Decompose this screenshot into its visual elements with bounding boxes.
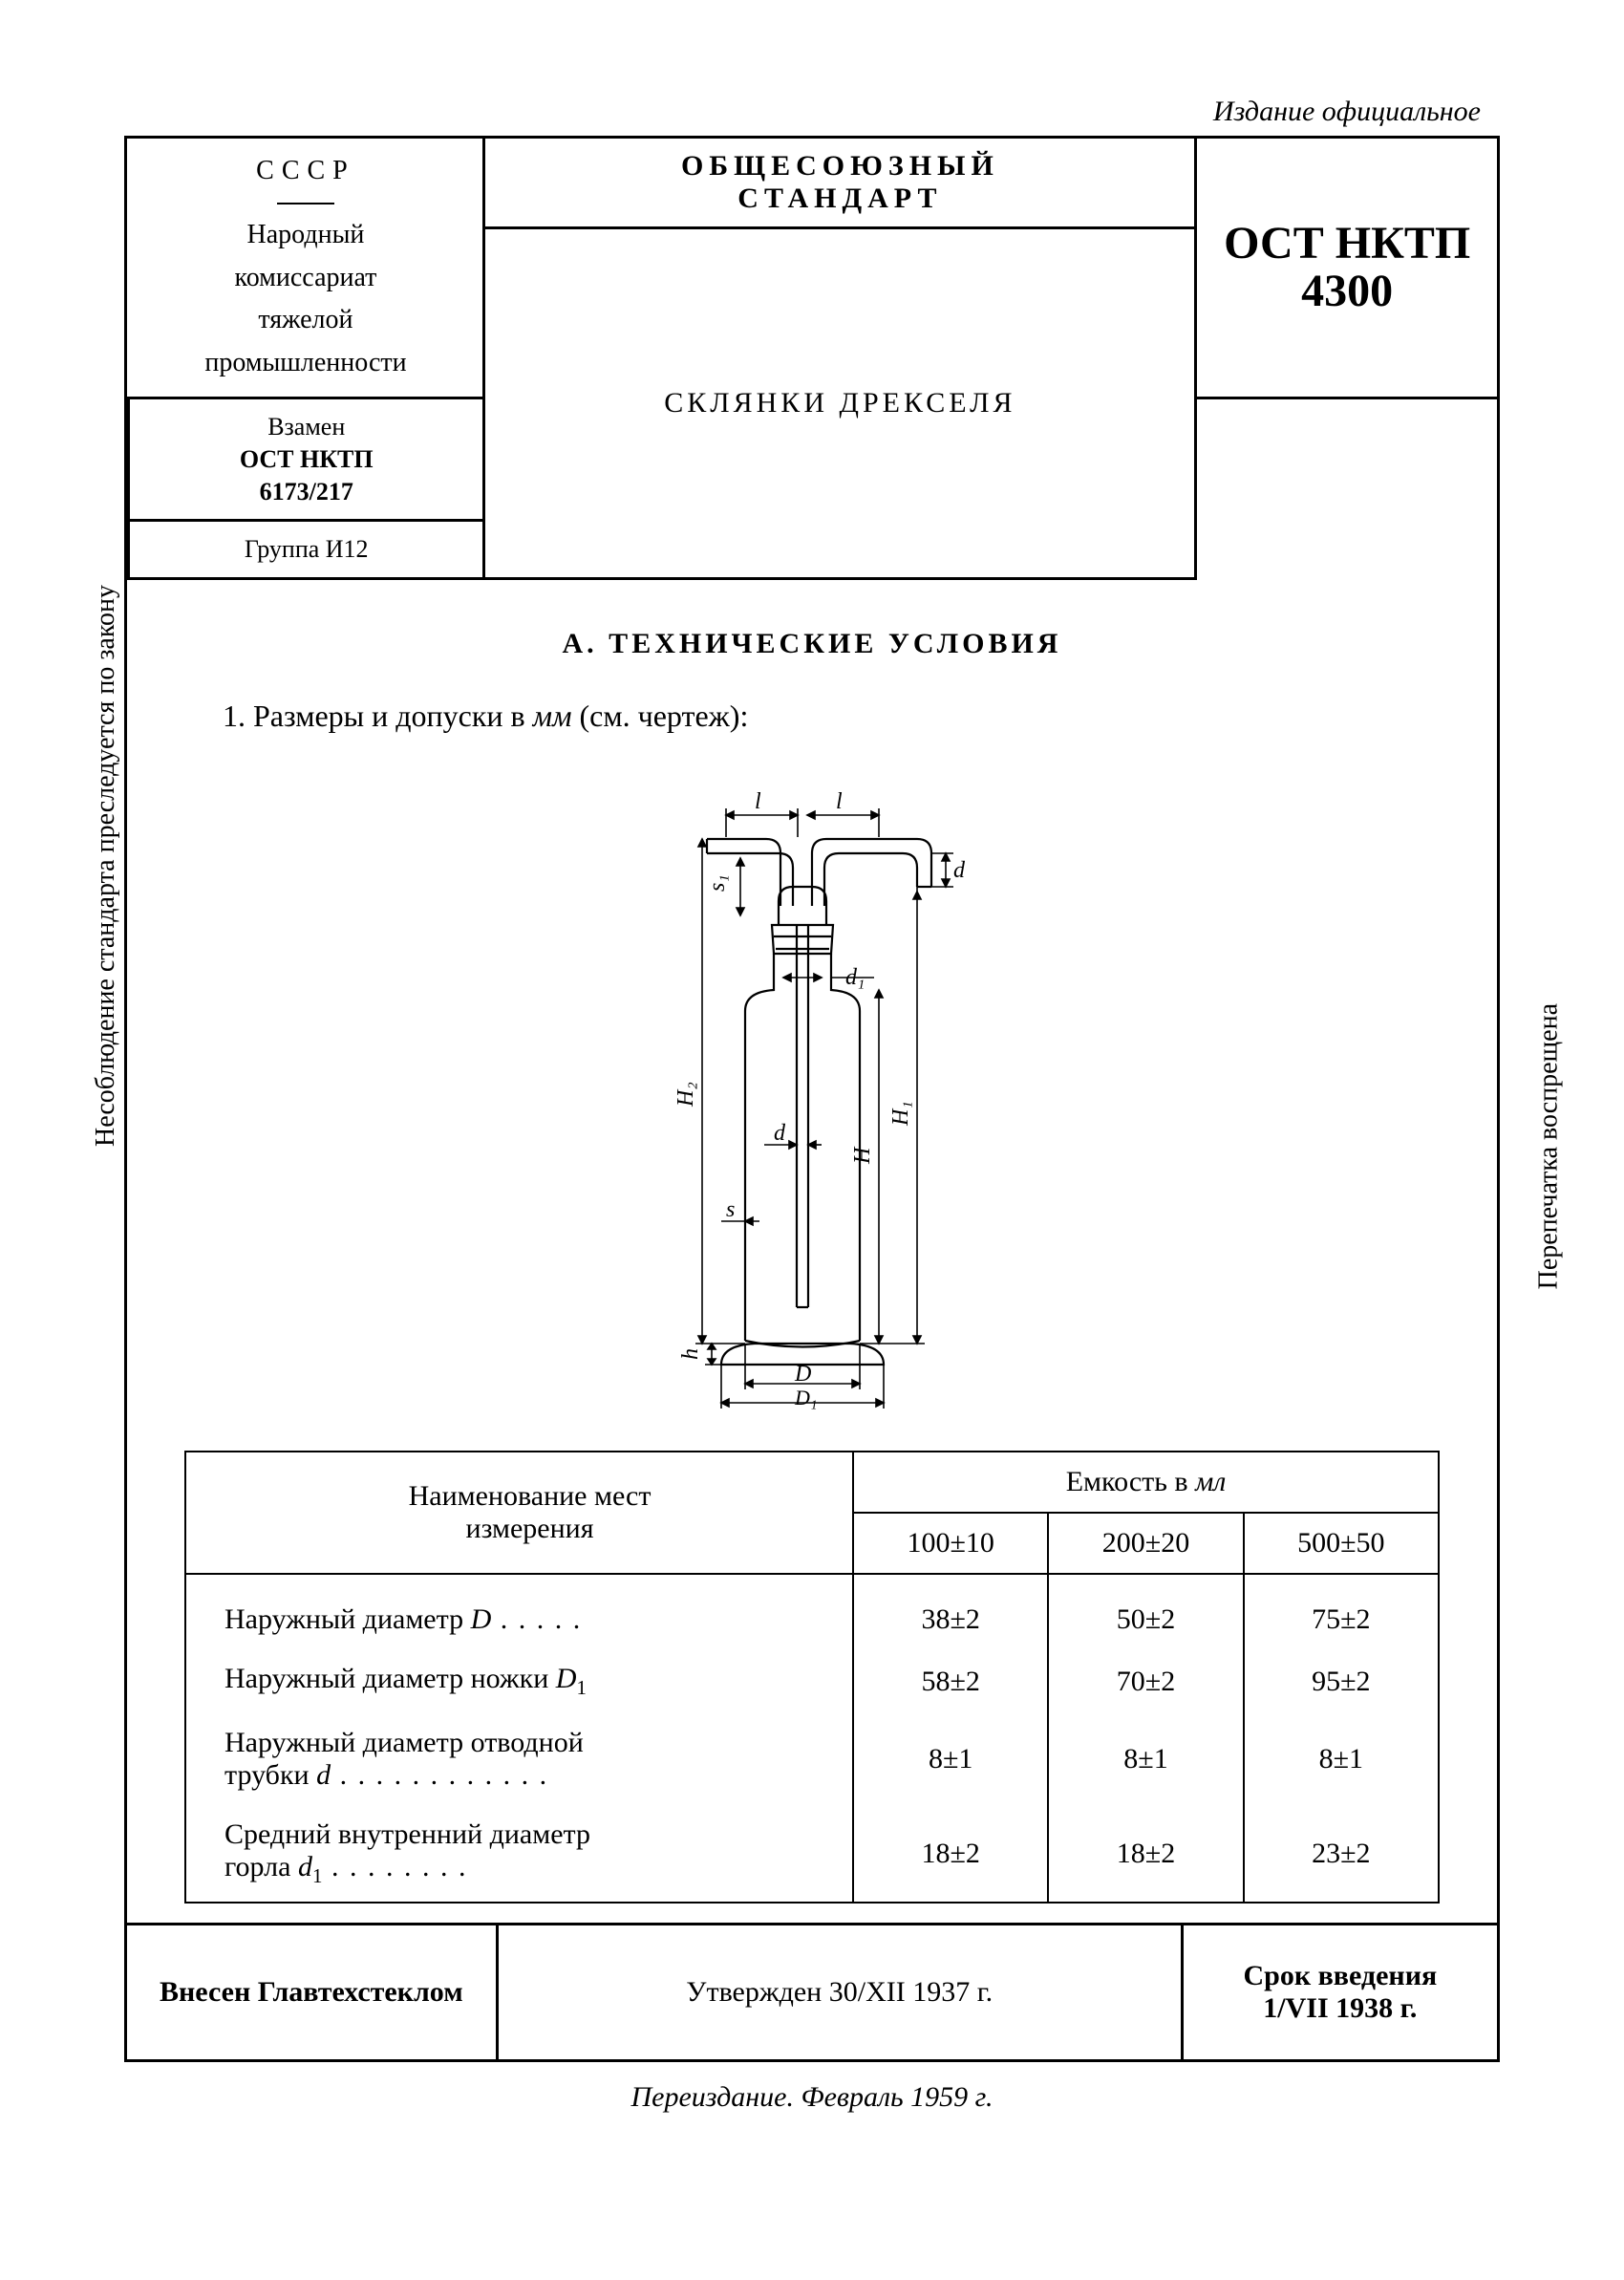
standard-code-l1: ОСТ НКТП <box>1207 220 1487 268</box>
svg-text:d: d <box>953 858 966 883</box>
capacity-header-unit: мл <box>1195 1466 1226 1497</box>
svg-text:D: D <box>794 1362 811 1387</box>
svg-text:H₁: H₁ <box>888 1101 913 1127</box>
divider-icon <box>277 203 334 204</box>
standard-label-l2: СТАНДАРТ <box>495 183 1185 215</box>
svg-text:l: l <box>755 789 761 814</box>
approved-date: Утвержден 30/XII 1937 г. <box>497 1925 1182 2060</box>
svg-text:H₂: H₂ <box>673 1082 698 1108</box>
table-row-label: Наружный диаметр ножки D1 <box>185 1649 853 1713</box>
clause-1: 1. Размеры и допуски в мм (см. чертеж): <box>184 699 1440 734</box>
table-rowhead-l2: измерения <box>466 1513 594 1544</box>
effective-l1: Срок введения <box>1201 1960 1480 1992</box>
dimensions-table: Наименование мест измерения Емкость в мл… <box>184 1451 1440 1904</box>
introduced-by: Внесен Главтехстеклом <box>127 1925 497 2060</box>
issuer-org-l1: Народный <box>139 214 474 257</box>
table-cell: 18±2 <box>853 1805 1048 1903</box>
clause-1-pre: 1. Размеры и допуски в <box>223 699 533 733</box>
clause-1-unit: мм <box>533 699 572 733</box>
group-cell: Группа И12 <box>129 521 484 579</box>
table-row-label: Наружный диаметр D <box>185 1574 853 1649</box>
table-cell: 75±2 <box>1244 1574 1439 1649</box>
header-block: СССР Народный комиссариат тяжелой промыш… <box>127 139 1497 580</box>
svg-text:h: h <box>678 1348 703 1360</box>
table-cell: 50±2 <box>1048 1574 1243 1649</box>
issuer-org-l2: комиссариат <box>139 257 474 300</box>
table-row-label: Наружный диаметр отводнойтрубки d <box>185 1713 853 1805</box>
table-cell: 95±2 <box>1244 1649 1439 1713</box>
svg-text:l: l <box>836 789 843 814</box>
edition-header: Издание официальное <box>124 96 1500 128</box>
table-cell: 70±2 <box>1048 1649 1243 1713</box>
table-row-label: Средний внутренний диаметргорла d1 <box>185 1805 853 1903</box>
table-cell: 8±1 <box>853 1713 1048 1805</box>
svg-text:d: d <box>774 1121 786 1146</box>
replaces-l3: 6173/217 <box>139 476 473 508</box>
issuer-country: СССР <box>139 150 474 193</box>
table-cell: 23±2 <box>1244 1805 1439 1903</box>
table-rowhead-l1: Наименование мест <box>409 1480 652 1512</box>
footer-block: Внесен Главтехстеклом Утвержден 30/XII 1… <box>127 1923 1497 2059</box>
standard-label-l1: ОБЩЕСОЮЗНЫЙ <box>495 150 1185 183</box>
table-cell: 8±1 <box>1048 1713 1243 1805</box>
svg-text:D₁: D₁ <box>794 1386 818 1409</box>
issuer-org-l3: тяжелой <box>139 299 474 342</box>
issuer-org-l4: промышленности <box>139 342 474 385</box>
capacity-header-pre: Емкость в <box>1066 1466 1195 1497</box>
svg-text:H: H <box>850 1146 875 1165</box>
replaces-l1: Взамен <box>139 411 473 443</box>
side-note-left: Несоблюдение стандарта преследуется по з… <box>91 585 121 1147</box>
svg-text:s: s <box>726 1197 735 1222</box>
reissue-note: Переиздание. Февраль 1959 г. <box>124 2081 1500 2114</box>
svg-text:d₁: d₁ <box>845 965 865 990</box>
body-area: А. ТЕХНИЧЕСКИЕ УСЛОВИЯ 1. Размеры и допу… <box>127 580 1497 1923</box>
product-title: СКЛЯНКИ ДРЕКСЕЛЯ <box>484 228 1196 579</box>
clause-1-post: (см. чертеж): <box>572 699 749 733</box>
table-cell: 58±2 <box>853 1649 1048 1713</box>
standard-code-l2: 4300 <box>1207 268 1487 315</box>
table-cell: 8±1 <box>1244 1713 1439 1805</box>
table-cell: 18±2 <box>1048 1805 1243 1903</box>
table-cell: 38±2 <box>853 1574 1048 1649</box>
col-200: 200±20 <box>1048 1513 1243 1574</box>
section-title: А. ТЕХНИЧЕСКИЕ УСЛОВИЯ <box>184 628 1440 660</box>
svg-text:s₁: s₁ <box>705 874 730 892</box>
drechsel-flask-diagram: l l d s₁ d₁ d s H H₁ H₂ h D D₁ <box>630 763 994 1412</box>
main-frame: СССР Народный комиссариат тяжелой промыш… <box>124 136 1500 2062</box>
col-500: 500±50 <box>1244 1513 1439 1574</box>
effective-l2: 1/VII 1938 г. <box>1201 1992 1480 2025</box>
replaces-l2: ОСТ НКТП <box>139 443 473 476</box>
col-100: 100±10 <box>853 1513 1048 1574</box>
side-note-right: Перепечатка воспрещена <box>1533 1003 1564 1289</box>
